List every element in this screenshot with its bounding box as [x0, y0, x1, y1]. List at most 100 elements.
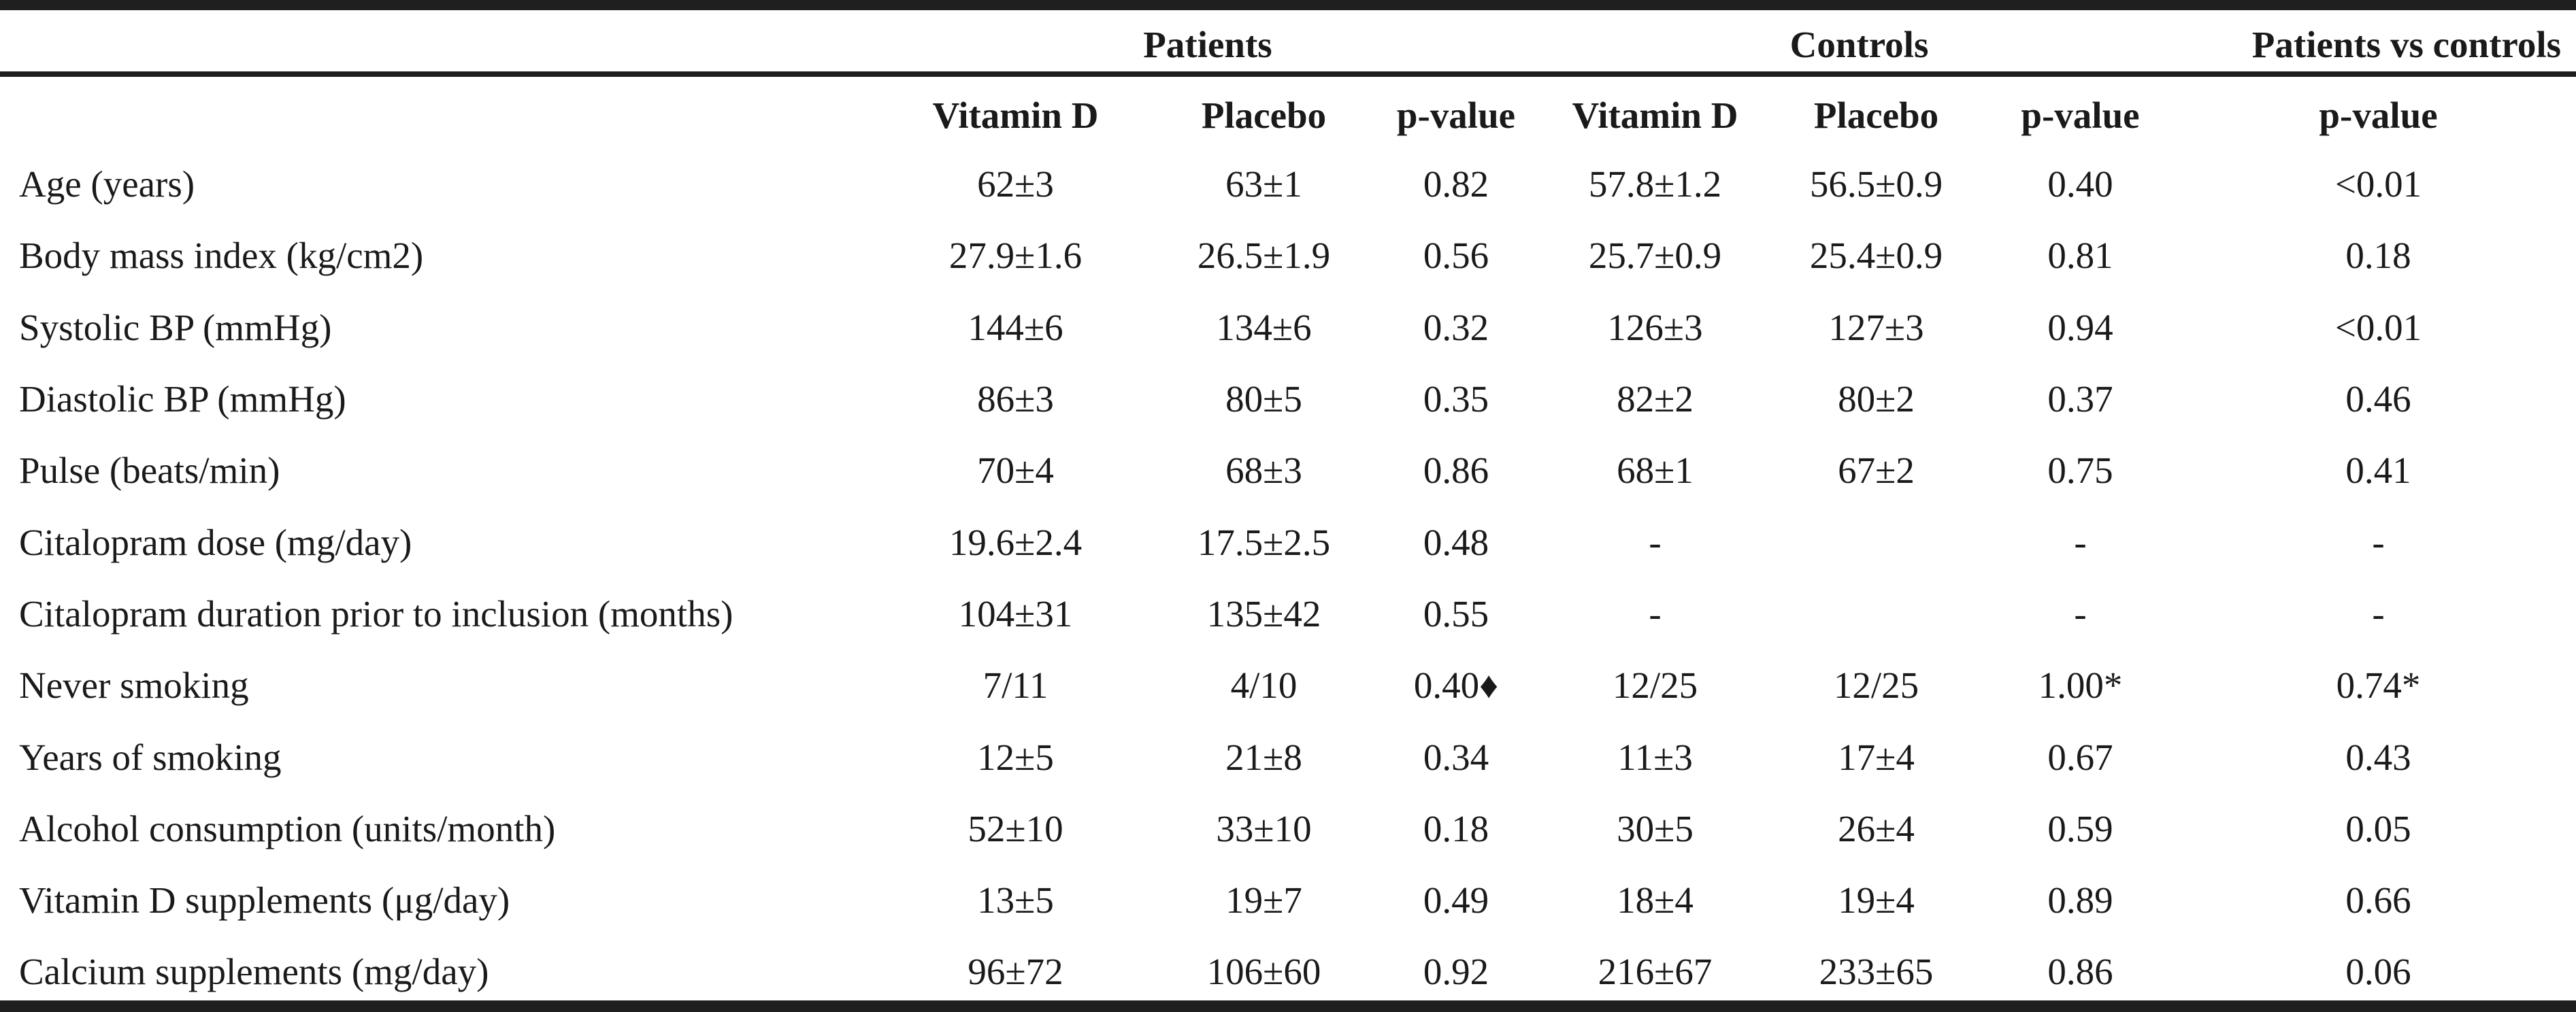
table-row: Vitamin D supplements (μg/day) 13±5 19±7…	[0, 864, 2576, 936]
cell-comparison-p-value: 0.05	[2345, 807, 2411, 849]
col-header-controls-vitamin-d: Vitamin D	[1572, 95, 1738, 136]
cell-patients-placebo: 68±3	[1225, 450, 1302, 492]
cell-controls-p-value: 0.86	[2047, 951, 2113, 993]
cell-controls-vitamin-d: 82±2	[1617, 378, 1694, 420]
row-label: Citalopram dose (mg/day)	[19, 521, 412, 563]
row-label: Vitamin D supplements (μg/day)	[19, 879, 510, 922]
cell-patients-p-value: 0.55	[1423, 592, 1489, 635]
cell-patients-placebo: 135±42	[1206, 592, 1321, 635]
group-header-controls: Controls	[1789, 23, 1929, 65]
row-label: Years of smoking	[19, 736, 282, 778]
group-header-patients: Patients	[1143, 23, 1272, 65]
cell-controls-p-value: -	[2074, 592, 2087, 635]
cell-controls-p-value: 0.94	[2047, 306, 2113, 348]
cell-patients-p-value: 0.92	[1423, 951, 1489, 993]
row-label: Pulse (beats/min)	[19, 450, 280, 492]
cell-controls-placebo: 17±4	[1838, 736, 1915, 778]
cell-comparison-p-value: -	[2372, 521, 2385, 563]
cell-controls-placebo: 127±3	[1828, 306, 1924, 348]
cell-patients-vitamin-d: 70±4	[977, 450, 1054, 492]
col-header-comparison-p-value: p-value	[2319, 95, 2438, 136]
cell-controls-p-value: 0.40	[2047, 163, 2113, 205]
cell-controls-vitamin-d: 216±67	[1598, 951, 1713, 993]
row-label: Age (years)	[19, 163, 195, 205]
baseline-characteristics-table: Patients Controls Patients vs controls V…	[0, 10, 2576, 1008]
table-row: Age (years) 62±3 63±1 0.82 57.8±1.2 56.5…	[0, 148, 2576, 220]
row-label: Calcium supplements (mg/day)	[19, 951, 489, 993]
cell-comparison-p-value: 0.74*	[2336, 664, 2421, 707]
cell-comparison-p-value: 0.18	[2345, 235, 2411, 277]
cell-patients-placebo: 21±8	[1225, 736, 1302, 778]
table-row: Never smoking 7/11 4/10 0.40♦ 12/25 12/2…	[0, 650, 2576, 721]
cell-comparison-p-value: <0.01	[2334, 163, 2422, 205]
cell-controls-vitamin-d: -	[1649, 521, 1662, 563]
cell-controls-vitamin-d: 12/25	[1612, 664, 1698, 707]
table-row: Alcohol consumption (units/month) 52±10 …	[0, 793, 2576, 864]
cell-controls-placebo: 233±65	[1819, 951, 1934, 993]
cell-patients-vitamin-d: 62±3	[977, 163, 1054, 205]
cell-patients-placebo: 4/10	[1230, 664, 1298, 707]
cell-comparison-p-value: 0.41	[2345, 450, 2411, 492]
cell-controls-placebo: 12/25	[1833, 664, 1919, 707]
cell-controls-p-value: 0.67	[2047, 736, 2113, 778]
row-label: Diastolic BP (mmHg)	[19, 378, 346, 420]
cell-patients-p-value: 0.48	[1423, 521, 1489, 563]
cell-controls-p-value: 0.89	[2047, 879, 2113, 922]
group-header-row: Patients Controls Patients vs controls	[0, 10, 2576, 77]
table-row: Body mass index (kg/cm2) 27.9±1.6 26.5±1…	[0, 220, 2576, 291]
cell-patients-vitamin-d: 7/11	[982, 664, 1048, 707]
cell-patients-placebo: 33±10	[1216, 807, 1312, 849]
top-rule	[0, 0, 2576, 10]
cell-patients-vitamin-d: 19.6±2.4	[948, 521, 1083, 563]
cell-patients-p-value: 0.32	[1423, 306, 1489, 348]
cell-patients-vitamin-d: 104±31	[958, 592, 1073, 635]
cell-patients-placebo: 19±7	[1225, 879, 1302, 922]
cell-controls-vitamin-d: 18±4	[1617, 879, 1694, 922]
cell-controls-placebo: 19±4	[1838, 879, 1915, 922]
cell-controls-p-value: 0.59	[2047, 807, 2113, 849]
cell-comparison-p-value: 0.06	[2345, 951, 2411, 993]
cell-controls-p-value: 1.00*	[2038, 664, 2123, 707]
cell-patients-vitamin-d: 96±72	[968, 951, 1063, 993]
cell-patients-p-value: 0.56	[1423, 235, 1489, 277]
cell-controls-vitamin-d: -	[1649, 592, 1662, 635]
group-header-patients-vs-controls: Patients vs controls	[2251, 23, 2562, 65]
column-header-spacer	[0, 82, 878, 148]
cell-controls-p-value: 0.37	[2047, 378, 2113, 420]
cell-controls-vitamin-d: 68±1	[1617, 450, 1694, 492]
cell-comparison-p-value: 0.46	[2345, 378, 2411, 420]
cell-patients-vitamin-d: 86±3	[977, 378, 1054, 420]
cell-comparison-p-value: 0.43	[2345, 736, 2411, 778]
cell-controls-placebo	[1772, 506, 1980, 577]
cell-controls-p-value: 0.81	[2047, 235, 2113, 277]
table-row: Systolic BP (mmHg) 144±6 134±6 0.32 126±…	[0, 292, 2576, 363]
bottom-rule	[0, 1000, 2576, 1012]
col-header-patients-p-value: p-value	[1396, 95, 1516, 136]
cell-patients-placebo: 26.5±1.9	[1197, 235, 1331, 277]
cell-comparison-p-value: -	[2372, 592, 2385, 635]
cell-patients-placebo: 17.5±2.5	[1197, 521, 1331, 563]
header-rule	[0, 71, 2576, 77]
cell-comparison-p-value: <0.01	[2334, 306, 2422, 348]
table-row: Citalopram dose (mg/day) 19.6±2.4 17.5±2…	[0, 506, 2576, 577]
cell-controls-vitamin-d: 57.8±1.2	[1588, 163, 1722, 205]
cell-controls-vitamin-d: 11±3	[1617, 736, 1693, 778]
cell-patients-p-value: 0.35	[1423, 378, 1489, 420]
cell-controls-p-value: 0.75	[2047, 450, 2113, 492]
cell-patients-vitamin-d: 144±6	[968, 306, 1063, 348]
row-label: Body mass index (kg/cm2)	[19, 235, 424, 277]
cell-controls-placebo: 26±4	[1838, 807, 1915, 849]
cell-controls-placebo: 80±2	[1838, 378, 1915, 420]
group-header-spacer	[0, 10, 878, 77]
col-header-patients-placebo: Placebo	[1201, 95, 1327, 136]
table-row: Years of smoking 12±5 21±8 0.34 11±3 17±…	[0, 721, 2576, 792]
cell-patients-p-value: 0.34	[1423, 736, 1489, 778]
row-label: Systolic BP (mmHg)	[19, 306, 332, 348]
cell-patients-p-value: 0.18	[1423, 807, 1489, 849]
cell-patients-vitamin-d: 12±5	[977, 736, 1054, 778]
cell-patients-placebo: 134±6	[1216, 306, 1312, 348]
cell-patients-vitamin-d: 27.9±1.6	[948, 235, 1083, 277]
cell-controls-placebo: 25.4±0.9	[1809, 235, 1943, 277]
cell-controls-vitamin-d: 25.7±0.9	[1588, 235, 1722, 277]
col-header-controls-placebo: Placebo	[1813, 95, 1939, 136]
